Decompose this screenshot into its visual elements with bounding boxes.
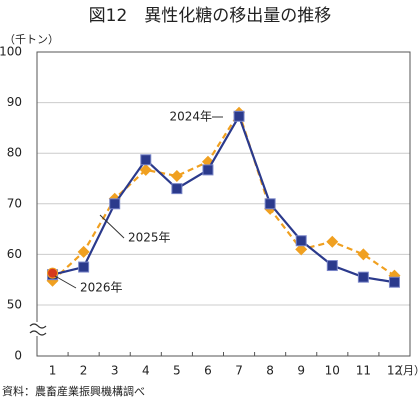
point [171,183,183,195]
point [357,248,370,261]
x-tick-label: 12 [387,364,402,378]
point [140,154,152,166]
x-tick-label: 2 [80,364,88,378]
point [357,271,369,283]
point [139,163,152,176]
point [264,198,276,210]
point [326,235,339,248]
y-tick-label: 50 [7,298,22,312]
series-line [51,110,396,282]
point [295,235,307,247]
x-tick-label: 3 [111,364,119,378]
axis-break-gap [29,322,47,336]
series-label: 2026年 [80,281,123,295]
series-label: 2025年 [128,231,171,245]
series-label: 2024年 [169,110,212,124]
point [326,260,338,272]
y-tick-label: 60 [7,247,22,261]
y-tick-label: 80 [7,146,22,160]
x-tick-label: 9 [297,364,305,378]
point [47,267,59,279]
x-tick-label: 6 [204,364,212,378]
y-unit: （千トン） [4,33,59,46]
chart-title: 図12 異性化糖の移出量の推移 [89,6,332,26]
y-tick-label: 0 [14,349,22,363]
point [109,198,121,210]
point [78,261,90,273]
x-tick-label: 5 [173,364,181,378]
series-line [52,113,395,284]
y-tick-label: 70 [7,196,22,210]
source: 資料：農畜産業振興機構調べ [2,384,145,398]
x-tick-label: 11 [356,364,371,378]
x-unit: （月） [392,364,420,377]
axis-break [29,323,47,336]
x-tick-label: 1 [49,364,57,378]
point [295,243,308,256]
point [233,110,245,122]
leader-line [54,275,77,289]
point [77,245,90,258]
x-tick-label: 7 [235,364,243,378]
point [202,164,214,176]
x-tick-label: 8 [266,364,274,378]
leader-line [99,214,125,239]
point [388,276,400,288]
x-tick-label: 10 [325,364,340,378]
point [170,169,183,182]
y-tick-label: 90 [7,95,22,109]
y-tick-label: 100 [0,45,22,59]
x-tick-label: 4 [142,364,150,378]
